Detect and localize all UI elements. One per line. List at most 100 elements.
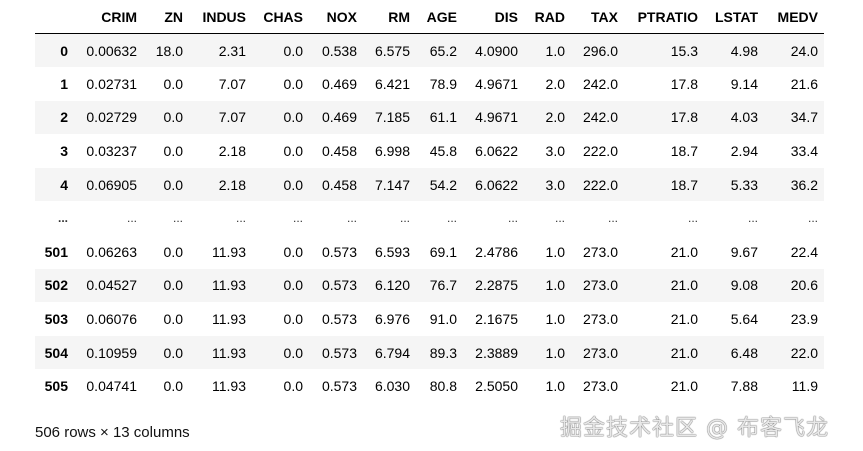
table-row: 1 0.02731 0.0 7.07 0.0 0.469 6.421 78.9 4.9671 2.… — [35, 67, 824, 101]
cell-dis: 6.0622 — [475, 143, 518, 160]
cell-tax: 222.0 — [582, 143, 618, 160]
cell-dis: 4.9671 — [475, 75, 518, 92]
cell-rm: 7.147 — [374, 176, 410, 193]
table-row: 502 0.04527 0.0 11.93 0.0 0.573 6.120 76.7 2.287… — [35, 268, 824, 303]
table-row: 2 0.02729 0.0 7.07 0.0 0.469 7.185 61.1 4.9671 2.… — [35, 100, 824, 135]
cell-crim: 0.04741 — [86, 378, 137, 395]
cell-dis: 2.4786 — [475, 243, 518, 260]
cell-rm: 6.593 — [374, 243, 410, 260]
column-header-rm: RM — [363, 0, 416, 34]
cell-nox: 0.573 — [321, 378, 357, 395]
cell-rm: 6.421 — [374, 75, 410, 92]
cell-crim: ... — [126, 211, 137, 226]
cell-indus: 7.07 — [218, 75, 246, 92]
cell-dis: 2.2875 — [475, 277, 518, 294]
cell-rad: 1.0 — [545, 311, 565, 328]
cell-rm: 6.976 — [374, 311, 410, 328]
cell-tax: 222.0 — [582, 176, 618, 193]
cell-chas: 0.0 — [283, 344, 303, 361]
table-row: 505 0.04741 0.0 11.93 0.0 0.573 6.030 80.8 2.505… — [35, 369, 824, 403]
cell-tax: 242.0 — [582, 109, 618, 126]
cell-rm: 6.030 — [374, 378, 410, 395]
cell-age: 78.9 — [429, 75, 457, 92]
column-header-zn: ZN — [143, 0, 189, 34]
cell-zn: ... — [172, 211, 183, 226]
cell-medv: 34.7 — [790, 109, 818, 126]
cell-nox: 0.538 — [321, 42, 357, 59]
cell-zn: 0.0 — [163, 277, 183, 294]
cell-rm: 7.185 — [374, 109, 410, 126]
cell-chas: 0.0 — [283, 277, 303, 294]
cell-rad: 2.0 — [545, 75, 565, 92]
cell-rm: 6.998 — [374, 143, 410, 160]
cell-nox: 0.573 — [321, 277, 357, 294]
cell-rad: 3.0 — [545, 176, 565, 193]
cell-medv: 23.9 — [790, 311, 818, 328]
watermark: 掘金技术社区 @ 布客飞龙 — [560, 416, 829, 441]
cell-rad: 1.0 — [545, 42, 565, 59]
cell-chas: ... — [292, 211, 303, 226]
cell-chas: 0.0 — [283, 75, 303, 92]
cell-dis: 4.9671 — [475, 109, 518, 126]
cell-nox: 0.469 — [321, 75, 357, 92]
cell-crim: 0.02731 — [86, 75, 137, 92]
cell-age: 65.2 — [429, 42, 457, 59]
cell-crim: 0.10959 — [86, 344, 137, 361]
cell-zn: 0.0 — [163, 75, 183, 92]
column-header-ptratio: PTRATIO — [624, 0, 704, 34]
cell-dis: 2.5050 — [475, 378, 518, 395]
cell-age: 80.8 — [429, 378, 457, 395]
ellipsis-row: ........................................… — [35, 201, 824, 235]
cell-lstat: 9.08 — [730, 277, 758, 294]
cell-chas: 0.0 — [283, 378, 303, 395]
cell-lstat: 4.03 — [730, 109, 758, 126]
cell-age: 54.2 — [429, 176, 457, 193]
column-header-nox: NOX — [309, 0, 363, 34]
cell-lstat: 9.67 — [730, 243, 758, 260]
cell-nox: 0.573 — [321, 344, 357, 361]
cell-tax: 273.0 — [582, 378, 618, 395]
cell-ptratio: 21.0 — [670, 277, 698, 294]
cell-dis: 6.0622 — [475, 176, 518, 193]
cell-tax: ... — [607, 211, 618, 226]
cell-indus: 7.07 — [218, 109, 246, 126]
cell-medv: 11.9 — [791, 378, 818, 395]
cell-rm: 6.120 — [374, 277, 410, 294]
cell-indus: 11.93 — [212, 378, 246, 395]
row-index: 504 — [44, 344, 68, 361]
cell-ptratio: 17.8 — [670, 109, 698, 126]
cell-chas: 0.0 — [283, 243, 303, 260]
row-index: 503 — [44, 311, 68, 328]
cell-crim: 0.04527 — [86, 277, 137, 294]
cell-medv: 33.4 — [790, 143, 818, 160]
cell-lstat: 2.94 — [730, 143, 758, 160]
cell-lstat: 9.14 — [730, 75, 758, 92]
cell-chas: 0.0 — [283, 109, 303, 126]
cell-lstat: 4.98 — [730, 42, 758, 59]
cell-indus: 2.18 — [218, 143, 246, 160]
cell-ptratio: 21.0 — [670, 311, 698, 328]
cell-age: 45.8 — [429, 143, 457, 160]
cell-chas: 0.0 — [283, 311, 303, 328]
cell-crim: 0.03237 — [86, 143, 137, 160]
cell-age: 69.1 — [429, 243, 457, 260]
cell-indus: 11.93 — [212, 311, 246, 328]
cell-dis: 2.3889 — [475, 344, 518, 361]
cell-zn: 0.0 — [163, 176, 183, 193]
cell-dis: ... — [507, 211, 518, 226]
cell-indus: 2.18 — [218, 176, 246, 193]
cell-rad: 3.0 — [545, 143, 565, 160]
cell-nox: 0.458 — [321, 176, 357, 193]
cell-ptratio: 21.0 — [670, 378, 698, 395]
cell-lstat: ... — [747, 211, 758, 226]
cell-ptratio: 15.3 — [670, 42, 698, 59]
cell-ptratio: 18.7 — [670, 176, 698, 193]
cell-dis: 4.0900 — [475, 42, 518, 59]
cell-zn: 18.0 — [155, 42, 183, 59]
cell-age: 61.1 — [429, 109, 457, 126]
cell-nox: 0.458 — [321, 143, 357, 160]
cell-age: 89.3 — [429, 344, 457, 361]
cell-tax: 273.0 — [582, 277, 618, 294]
cell-zn: 0.0 — [163, 378, 183, 395]
cell-rad: 1.0 — [545, 344, 565, 361]
